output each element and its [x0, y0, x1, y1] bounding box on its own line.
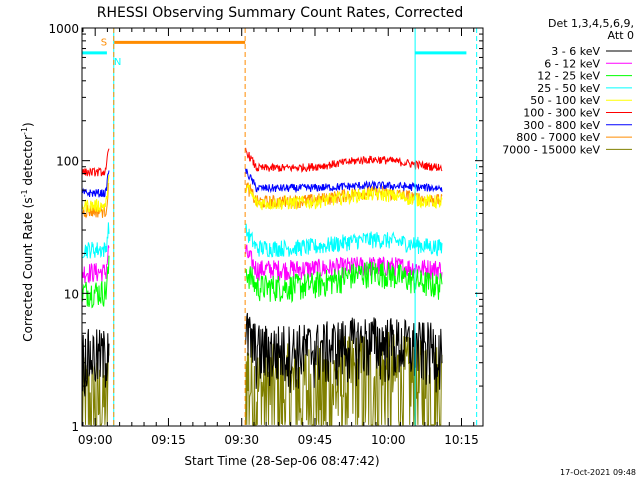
series-line-6-12-seg1	[81, 245, 110, 284]
series-line-300-800-seg2	[245, 168, 443, 194]
legend-label-7000-15000: 7000 - 15000 keV	[502, 143, 600, 156]
x-tick-label-0930: 09:30	[224, 433, 259, 447]
x-axis-label: Start Time (28-Sep-06 08:47:42)	[184, 454, 379, 468]
series-line-3-6-seg1	[81, 329, 110, 397]
footer-timestamp: 17-Oct-2021 09:48	[560, 468, 636, 477]
series-line-6-12-seg2	[245, 244, 443, 281]
legend-label-100-300: 100 - 300 keV	[523, 107, 600, 120]
legend-header-line-2: Att 0	[608, 29, 634, 42]
series-line-100-300-seg1	[81, 148, 110, 177]
x-tick-label-0945: 09:45	[298, 433, 333, 447]
x-tick-label-0900: 09:00	[78, 433, 113, 447]
y-tick-label-1000: 1000	[48, 22, 79, 36]
legend-label-25-50: 25 - 50 keV	[537, 82, 600, 95]
axis-layer: 1 10 100 1000 09:00 09:15 09:30 09:45 10:00 10:15	[48, 22, 483, 447]
series-line-50-100-seg1	[81, 174, 110, 213]
legend-label-50-100: 50 - 100 keV	[530, 94, 600, 107]
legend-label-6-12: 6 - 12 keV	[544, 57, 600, 70]
series-line-100-300-seg2	[245, 147, 443, 173]
legend-label-12-25: 12 - 25 keV	[537, 70, 600, 83]
series-line-800-7000-seg1	[81, 183, 110, 219]
legend-label-800-7000: 800 - 7000 keV	[516, 131, 600, 144]
x-tick-label-0915: 09:15	[151, 433, 186, 447]
legend-header-line-1: Det 1,3,4,5,6,9,	[548, 17, 634, 30]
y-tick-label-100: 100	[56, 155, 79, 169]
x-tick-label-1000: 10:00	[371, 433, 406, 447]
series-line-12-25-seg1	[81, 255, 110, 309]
series-line-12-25-seg2	[245, 261, 443, 304]
series-line-25-50-seg1	[81, 222, 110, 259]
series-line-300-800-seg1	[81, 170, 110, 198]
series-line-3-6-seg2	[245, 312, 443, 393]
flag-marker-s: S	[101, 37, 107, 48]
series-line-50-100-seg2	[245, 183, 443, 211]
chart-title: RHESSI Observing Summary Count Rates, Co…	[97, 5, 463, 21]
series-line-25-50-seg2	[245, 223, 443, 258]
plot-area: SN 1 10 100 1000 09:00 09:15 09:30 09:45 10:00 10…	[48, 22, 484, 447]
markers-layer: SN	[82, 28, 478, 426]
plot-frame	[81, 27, 484, 427]
legend-label-300-800: 300 - 800 keV	[523, 119, 600, 132]
legend-label-3-6: 3 - 6 keV	[551, 45, 600, 58]
series-layer	[81, 147, 443, 426]
y-axis-label: Corrected Count Rate (s-1 detector-1)	[20, 122, 35, 341]
y-tick-label-10: 10	[64, 287, 79, 301]
x-tick-label-1015: 10:15	[444, 433, 479, 447]
flag-marker-n: N	[114, 57, 121, 68]
y-tick-label-1: 1	[71, 420, 79, 434]
